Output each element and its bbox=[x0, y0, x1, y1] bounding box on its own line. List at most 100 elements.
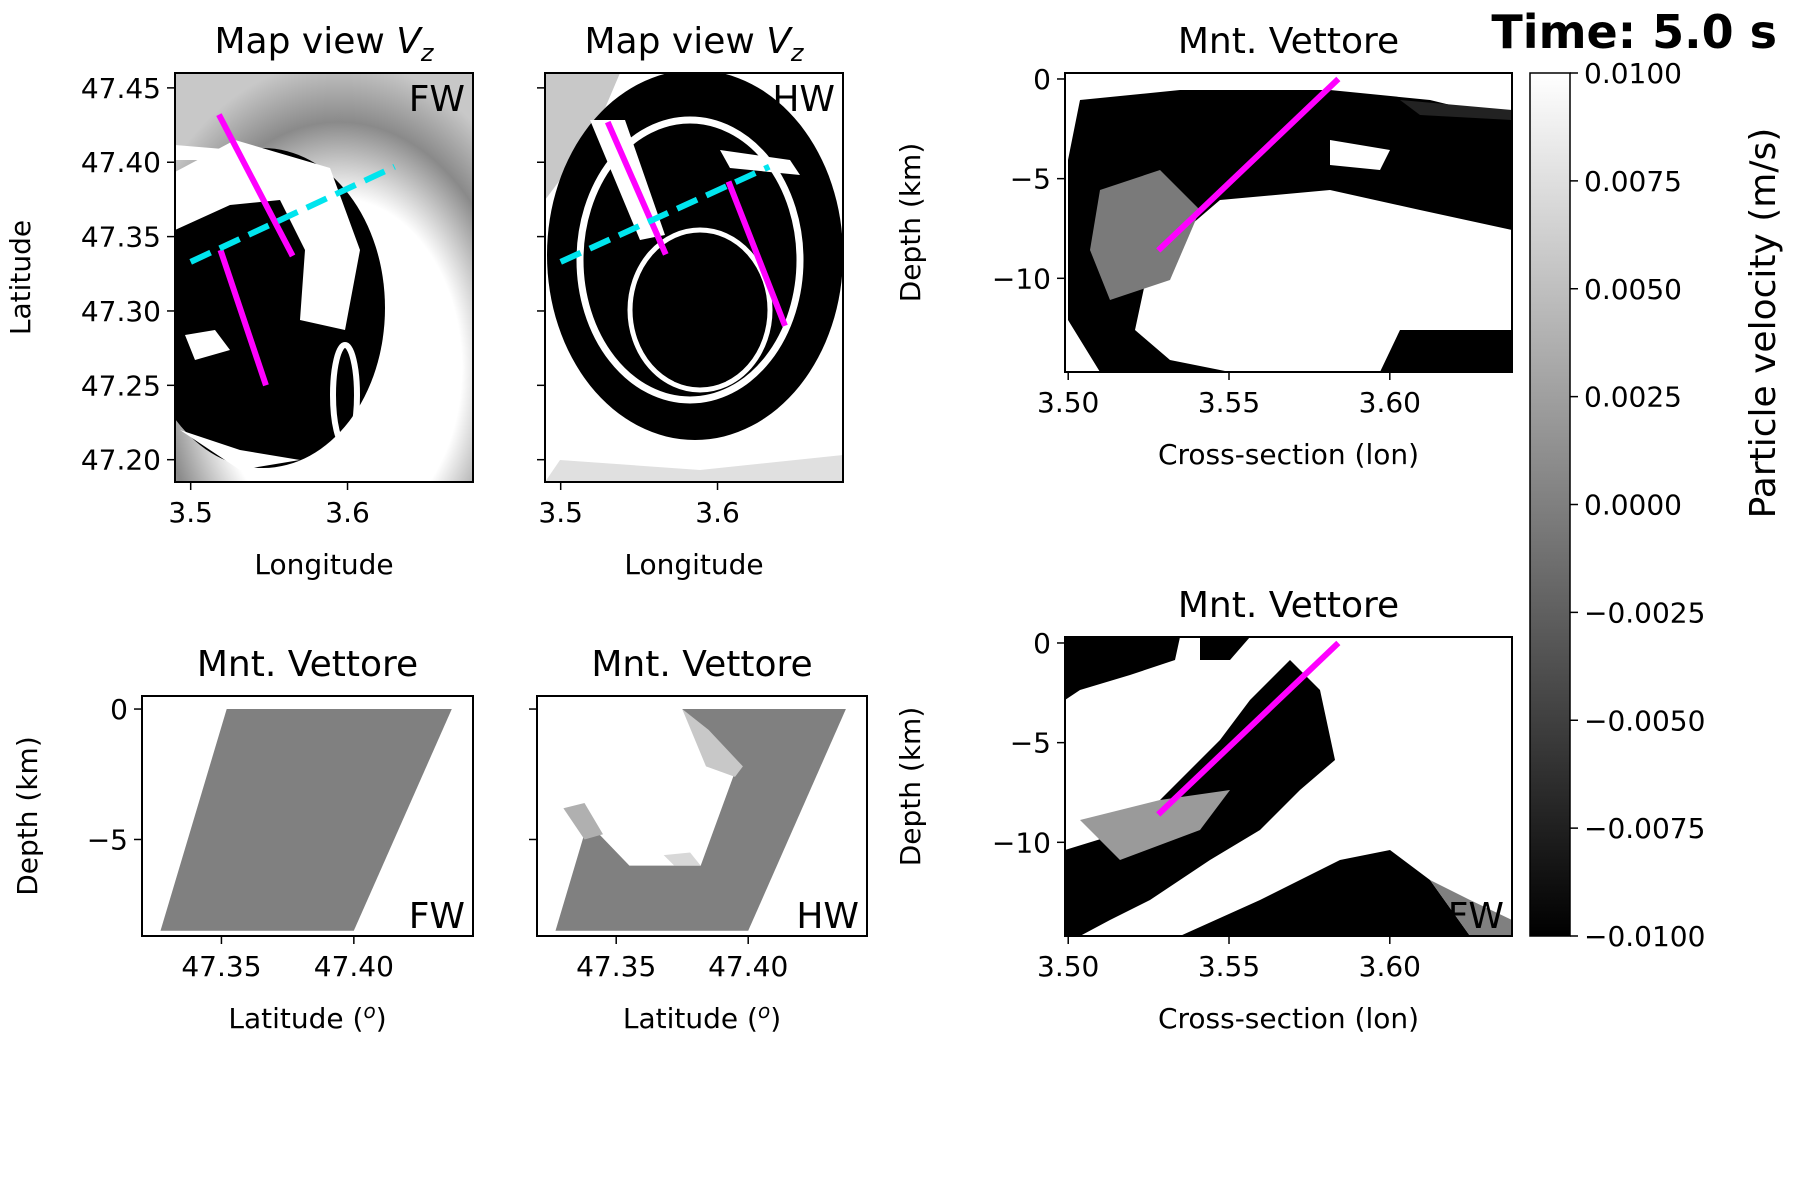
y-tick-label: −10 bbox=[992, 262, 1051, 295]
y-tick-label: 0 bbox=[1033, 63, 1051, 96]
panel-title-subscript: z bbox=[790, 39, 805, 67]
panel-title: Mnt. Vettore bbox=[591, 644, 812, 685]
x-tick-label: 47.35 bbox=[181, 950, 261, 983]
y-tick-label: −5 bbox=[1010, 163, 1051, 196]
map-panel-fw: 3.5 3.6 47.20 47.25 47.30 47.35 47.40 47.45 Map … bbox=[4, 21, 474, 581]
fault-plane bbox=[160, 709, 452, 931]
axes-frame bbox=[174, 72, 474, 483]
slip-patch bbox=[663, 852, 701, 866]
wavefield-image bbox=[1065, 637, 1512, 936]
wavefield-image bbox=[175, 73, 473, 482]
corner-label: HW bbox=[1441, 332, 1504, 373]
colorbar: −0.0100 −0.0075 −0.0050 −0.0025 0.0000 0.0025… bbox=[1529, 57, 1784, 953]
colorbar-tick-label: −0.0025 bbox=[1584, 596, 1705, 629]
x-axis-label: Longitude bbox=[254, 548, 393, 581]
colorbar-tick-label: 0.0075 bbox=[1584, 165, 1682, 198]
colorbar-label: Particle velocity (m/s) bbox=[1743, 128, 1784, 519]
colorbar-tick-label: 0.0000 bbox=[1584, 489, 1682, 522]
panel-title-text: Map view bbox=[214, 21, 396, 62]
x-tick-label: 3.50 bbox=[1037, 950, 1099, 983]
y-axis-label: Latitude bbox=[4, 220, 37, 335]
axes-frame bbox=[544, 72, 844, 483]
y-tick-label: 0 bbox=[110, 693, 128, 726]
panel-title: Map view Vz bbox=[584, 21, 804, 67]
x-tick-label: 3.5 bbox=[168, 496, 213, 529]
fault-trace-line bbox=[217, 249, 269, 387]
slip-patch bbox=[682, 709, 743, 777]
y-axis-label: Depth (km) bbox=[894, 143, 927, 303]
y-tick-label: −5 bbox=[87, 823, 128, 856]
slip-patch bbox=[576, 709, 735, 866]
x-tick-label: 3.6 bbox=[325, 496, 370, 529]
x-tick-label: 47.40 bbox=[708, 950, 788, 983]
cross-section-panel-fw: 3.50 3.55 3.60 0 −5 −10 Mnt. Vettore Cross-sect… bbox=[894, 585, 1513, 1035]
panel-title-text: Map view bbox=[584, 21, 766, 62]
x-tick-label: 3.60 bbox=[1359, 950, 1421, 983]
axes-frame bbox=[536, 695, 868, 937]
colorbar-tick-label: 0.0050 bbox=[1584, 273, 1682, 306]
fault-trace-line bbox=[604, 120, 669, 256]
colorbar-gradient bbox=[1529, 72, 1571, 937]
colorbar-tick-label: 0.0025 bbox=[1584, 381, 1682, 414]
x-tick-label: 3.60 bbox=[1359, 386, 1421, 419]
fault-trace-line bbox=[725, 180, 788, 327]
x-axis-label-text: Latitude ( bbox=[623, 1002, 758, 1035]
colorbar-tick-label: −0.0100 bbox=[1584, 920, 1705, 953]
x-tick-label: 47.35 bbox=[576, 950, 656, 983]
axes-frame bbox=[1064, 636, 1513, 937]
panel-title-symbol: V bbox=[396, 21, 423, 62]
y-tick-label: 47.40 bbox=[81, 146, 161, 179]
x-axis-label-superscript: o bbox=[758, 999, 770, 1023]
y-tick-label: −10 bbox=[992, 826, 1051, 859]
y-axis-label: Depth (km) bbox=[11, 736, 44, 896]
y-tick-label: 47.45 bbox=[81, 72, 161, 105]
panel-title: Mnt. Vettore bbox=[197, 644, 418, 685]
panel-title: Mnt. Vettore bbox=[1178, 21, 1399, 62]
x-tick-label: 3.55 bbox=[1198, 386, 1260, 419]
x-tick-label: 3.50 bbox=[1037, 386, 1099, 419]
x-tick-label: 3.55 bbox=[1198, 950, 1260, 983]
profile-line bbox=[559, 163, 771, 265]
corner-label: HW bbox=[796, 896, 859, 937]
corner-label: FW bbox=[409, 79, 465, 120]
x-axis-label: Latitude (o) bbox=[228, 999, 386, 1035]
corner-label: FW bbox=[1448, 896, 1504, 937]
x-axis-label: Longitude bbox=[624, 548, 763, 581]
y-tick-label: 47.25 bbox=[81, 369, 161, 402]
x-axis-label-superscript: o bbox=[363, 999, 375, 1023]
cross-section-panel-hw: 3.50 3.55 3.60 0 −5 −10 Mnt. Vettore Cross-sect… bbox=[894, 21, 1513, 471]
x-axis-label-text: Latitude ( bbox=[228, 1002, 363, 1035]
colorbar-tick-label: 0.0100 bbox=[1584, 57, 1682, 90]
time-label: Time: 5.0 s bbox=[1491, 5, 1777, 59]
panel-title-subscript: z bbox=[420, 39, 435, 67]
panel-title: Map view Vz bbox=[214, 21, 434, 67]
x-tick-label: 47.40 bbox=[314, 950, 394, 983]
slip-patch bbox=[563, 803, 603, 840]
fault-plane-panel-fw: 47.35 47.40 0 −5 Mnt. Vettore Latitude (o) Dep… bbox=[11, 644, 474, 1035]
wavefield-image bbox=[1065, 73, 1512, 372]
x-axis-label: Cross-section (lon) bbox=[1158, 438, 1419, 471]
x-tick-label: 3.5 bbox=[538, 496, 583, 529]
x-axis-label-end: ) bbox=[376, 1002, 387, 1035]
colorbar-tick-label: −0.0050 bbox=[1584, 704, 1705, 737]
x-tick-label: 3.6 bbox=[695, 496, 740, 529]
corner-label: FW bbox=[409, 896, 465, 937]
fault-trace-line bbox=[216, 113, 296, 258]
y-tick-label: 47.30 bbox=[81, 295, 161, 328]
y-tick-label: 0 bbox=[1033, 627, 1051, 660]
y-tick-label: 47.35 bbox=[81, 221, 161, 254]
x-axis-label: Cross-section (lon) bbox=[1158, 1002, 1419, 1035]
profile-line bbox=[189, 163, 396, 265]
x-axis-label: Latitude (o) bbox=[623, 999, 781, 1035]
axes-frame bbox=[1064, 72, 1513, 373]
fault-plane-panel-hw: 47.35 47.40 Mnt. Vettore Latitude (o) HW bbox=[529, 644, 868, 1035]
x-axis-label-end: ) bbox=[770, 1002, 781, 1035]
colorbar-tick-label: −0.0075 bbox=[1584, 812, 1705, 845]
y-axis-label: Depth (km) bbox=[894, 707, 927, 867]
corner-label: HW bbox=[772, 79, 835, 120]
fault-line bbox=[1156, 76, 1341, 253]
wavefield-image bbox=[545, 73, 843, 482]
axes-frame bbox=[141, 695, 474, 937]
y-tick-label: 47.20 bbox=[81, 444, 161, 477]
